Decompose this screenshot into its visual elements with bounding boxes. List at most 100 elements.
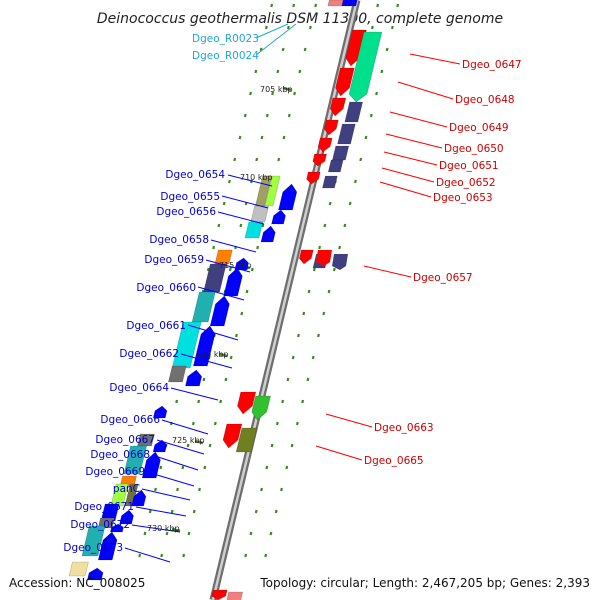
gene-feature: [344, 101, 364, 123]
label-leader-line: [180, 353, 233, 369]
label-leader-line: [124, 547, 171, 563]
rna-gene-label[interactable]: Dgeo_R0023: [192, 33, 259, 45]
tick-mark: [187, 531, 191, 536]
gene-feature: [185, 369, 203, 387]
tick-mark: [212, 245, 216, 250]
reverse-gene-label[interactable]: Dgeo_0656: [156, 206, 216, 218]
tick-mark: [148, 509, 152, 514]
label-leader-line: [363, 265, 412, 278]
tick-mark: [322, 311, 326, 316]
gene-feature: [298, 249, 314, 265]
reverse-gene-label[interactable]: Dgeo_0672: [70, 519, 130, 531]
reverse-gene-label[interactable]: Dgeo_0669: [85, 466, 145, 478]
label-leader-line: [255, 23, 289, 39]
tick-mark: [264, 25, 268, 30]
forward-gene-label[interactable]: Dgeo_0652: [436, 177, 496, 189]
tick-mark: [306, 377, 310, 382]
major-tick-mark: [194, 439, 204, 445]
forward-gene-label[interactable]: Dgeo_0647: [462, 59, 522, 71]
kbp-tick-label: 710 kbp: [240, 173, 273, 182]
label-leader-line: [381, 167, 435, 183]
gene-feature: [317, 137, 333, 153]
gene-feature: [332, 254, 348, 270]
map-title: Deinococcus geothermalis DSM 11300, comp…: [97, 11, 503, 27]
forward-gene-label[interactable]: Dgeo_0651: [439, 160, 499, 172]
forward-gene-label[interactable]: Dgeo_0663: [374, 422, 434, 434]
tick-mark: [354, 179, 357, 184]
gene-feature: [223, 267, 243, 297]
tick-mark: [249, 531, 253, 536]
gene-feature: [251, 395, 271, 421]
reverse-gene-label[interactable]: Dgeo_0661: [126, 320, 186, 332]
label-leader-line: [205, 259, 251, 273]
gene-feature: [119, 509, 134, 525]
tick-mark: [277, 157, 281, 162]
genome-summary-text: Topology: circular; Length: 2,467,205 bp…: [259, 576, 590, 590]
kbp-tick-label: 715 kbp: [219, 261, 252, 270]
tick-mark: [317, 333, 320, 338]
forward-gene-label[interactable]: Dgeo_0649: [449, 122, 509, 134]
gene-feature: [191, 291, 216, 323]
tick-mark: [208, 443, 212, 448]
tick-mark: [229, 355, 233, 360]
reverse-gene-label[interactable]: Dgeo_0666: [100, 414, 160, 426]
tick-mark: [275, 421, 279, 426]
reverse-gene-label[interactable]: Dgeo_0671: [74, 501, 134, 513]
reverse-gene-label[interactable]: Dgeo_0673: [63, 542, 123, 554]
tick-mark: [271, 91, 274, 96]
tick-mark: [219, 399, 223, 404]
gene-feature: [260, 225, 276, 243]
tick-mark: [182, 553, 186, 558]
gene-feature: [86, 567, 104, 581]
label-leader-line: [221, 195, 269, 209]
gene-feature: [171, 321, 202, 369]
forward-gene-label[interactable]: Dgeo_0665: [364, 455, 424, 467]
gene-feature: [335, 67, 355, 97]
tick-mark: [235, 333, 238, 338]
tick-mark: [323, 223, 327, 228]
tick-mark: [265, 113, 269, 118]
label-leader-line: [389, 111, 448, 128]
reverse-gene-label[interactable]: Dgeo_0668: [90, 449, 150, 461]
tick-mark: [314, 3, 318, 8]
gene-feature: [323, 119, 339, 136]
tick-mark: [302, 311, 306, 316]
gene-feature: [68, 561, 89, 577]
gene-feature: [123, 445, 147, 475]
forward-gene-label[interactable]: Dgeo_0657: [413, 272, 473, 284]
kbp-tick-label: 705 kbp: [260, 85, 293, 94]
tick-mark: [280, 487, 283, 492]
label-leader-line: [131, 524, 181, 533]
tick-mark: [170, 509, 174, 514]
forward-gene-label[interactable]: Dgeo_0648: [455, 94, 515, 106]
reverse-gene-label[interactable]: Dgeo_0659: [144, 254, 204, 266]
rna-gene-label[interactable]: Dgeo_R0024: [192, 50, 259, 62]
reverse-gene-label[interactable]: Dgeo_0660: [136, 282, 196, 294]
gene-feature: [152, 439, 168, 453]
reverse-gene-label[interactable]: Dgeo_0658: [149, 234, 209, 246]
tick-mark: [328, 201, 332, 206]
gene-feature: [168, 365, 187, 383]
reverse-gene-label[interactable]: panC: [113, 483, 140, 495]
tick-mark: [233, 157, 237, 162]
label-leader-line: [210, 239, 257, 253]
tick-mark: [281, 47, 285, 52]
tick-mark: [293, 91, 296, 96]
tick-mark: [396, 3, 400, 8]
reverse-gene-label[interactable]: Dgeo_0664: [109, 382, 169, 394]
reverse-gene-label[interactable]: Dgeo_0655: [160, 191, 220, 203]
tick-mark: [143, 531, 147, 536]
label-leader-line: [397, 81, 454, 100]
tick-mark: [332, 267, 336, 272]
reverse-gene-label[interactable]: Dgeo_0662: [119, 348, 179, 360]
tick-mark: [259, 47, 263, 52]
reverse-gene-label[interactable]: Dgeo_0667: [95, 434, 155, 446]
gene-feature: [264, 175, 281, 207]
forward-gene-label[interactable]: Dgeo_0650: [444, 143, 504, 155]
tick-mark: [198, 487, 201, 492]
forward-gene-label[interactable]: Dgeo_0653: [433, 192, 493, 204]
gene-features: [68, 0, 383, 600]
reverse-gene-label[interactable]: Dgeo_0654: [165, 169, 225, 181]
gene-feature: [278, 183, 298, 211]
